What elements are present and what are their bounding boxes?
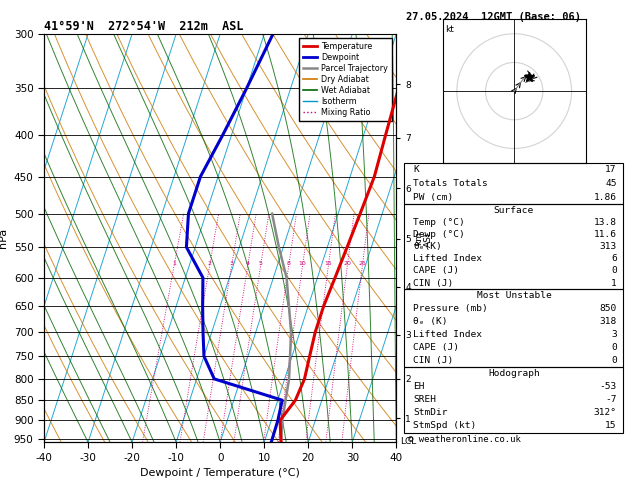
Y-axis label: hPa: hPa <box>0 228 8 248</box>
Text: 15: 15 <box>325 261 332 266</box>
Text: CAPE (J): CAPE (J) <box>413 343 459 352</box>
Text: 3: 3 <box>611 330 617 339</box>
Legend: Temperature, Dewpoint, Parcel Trajectory, Dry Adiabat, Wet Adiabat, Isotherm, Mi: Temperature, Dewpoint, Parcel Trajectory… <box>299 38 392 121</box>
Text: 17: 17 <box>605 165 617 174</box>
Text: -53: -53 <box>599 382 617 391</box>
Text: 25: 25 <box>359 261 366 266</box>
Text: 1: 1 <box>611 278 617 288</box>
Text: 10: 10 <box>299 261 306 266</box>
Text: 15: 15 <box>605 421 617 431</box>
Text: kt: kt <box>445 25 454 34</box>
Text: θₑ (K): θₑ (K) <box>413 317 448 326</box>
X-axis label: Dewpoint / Temperature (°C): Dewpoint / Temperature (°C) <box>140 468 300 478</box>
Text: 0: 0 <box>611 356 617 365</box>
Text: θₑ(K): θₑ(K) <box>413 242 442 251</box>
Text: 0: 0 <box>611 343 617 352</box>
Text: © weatheronline.co.uk: © weatheronline.co.uk <box>408 435 520 444</box>
Text: StmDir: StmDir <box>413 408 448 417</box>
Text: Dewp (°C): Dewp (°C) <box>413 230 465 239</box>
Text: 27.05.2024  12GMT (Base: 06): 27.05.2024 12GMT (Base: 06) <box>406 12 581 22</box>
Text: CIN (J): CIN (J) <box>413 356 454 365</box>
Y-axis label: km
ASL: km ASL <box>414 230 433 246</box>
Text: PW (cm): PW (cm) <box>413 193 454 202</box>
Text: 2: 2 <box>208 261 211 266</box>
Text: Pressure (mb): Pressure (mb) <box>413 304 488 313</box>
Text: Lifted Index: Lifted Index <box>413 254 482 263</box>
Text: 313: 313 <box>599 242 617 251</box>
Text: 4: 4 <box>246 261 250 266</box>
Text: Temp (°C): Temp (°C) <box>413 218 465 227</box>
Text: StmSpd (kt): StmSpd (kt) <box>413 421 476 431</box>
Text: 41°59'N  272°54'W  212m  ASL: 41°59'N 272°54'W 212m ASL <box>44 20 243 33</box>
Text: Most Unstable: Most Unstable <box>477 291 551 300</box>
Text: CIN (J): CIN (J) <box>413 278 454 288</box>
Text: 3: 3 <box>230 261 233 266</box>
Text: 0: 0 <box>611 266 617 276</box>
Text: 13.8: 13.8 <box>594 218 617 227</box>
Text: 850: 850 <box>599 304 617 313</box>
Text: CAPE (J): CAPE (J) <box>413 266 459 276</box>
Text: 1.86: 1.86 <box>594 193 617 202</box>
Text: 318: 318 <box>599 317 617 326</box>
Text: EH: EH <box>413 382 425 391</box>
Text: 1: 1 <box>172 261 176 266</box>
Text: K: K <box>413 165 419 174</box>
Text: Totals Totals: Totals Totals <box>413 179 488 188</box>
Text: 8: 8 <box>287 261 291 266</box>
Text: -7: -7 <box>605 395 617 404</box>
Text: 45: 45 <box>605 179 617 188</box>
Text: SREH: SREH <box>413 395 436 404</box>
Text: 312°: 312° <box>594 408 617 417</box>
Text: 20: 20 <box>343 261 351 266</box>
Text: 11.6: 11.6 <box>594 230 617 239</box>
Text: Hodograph: Hodograph <box>488 369 540 378</box>
Text: Lifted Index: Lifted Index <box>413 330 482 339</box>
Text: Surface: Surface <box>494 206 534 215</box>
Text: 5: 5 <box>259 261 262 266</box>
Text: LCL: LCL <box>400 437 416 447</box>
Text: 6: 6 <box>611 254 617 263</box>
